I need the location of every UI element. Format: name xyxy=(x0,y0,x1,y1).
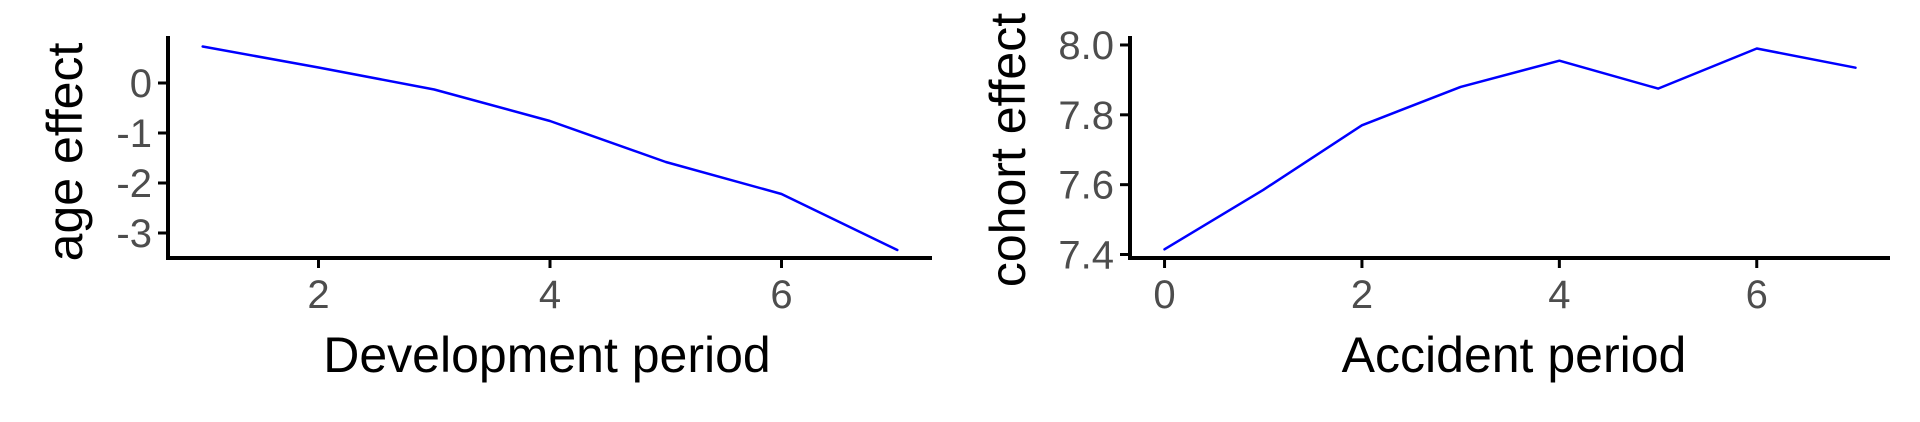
x-tick-label: 6 xyxy=(770,273,792,317)
y-tick-label: -3 xyxy=(116,212,152,256)
cohort-effect-panel: cohort effect Accident period 0 2 4 6 7.4 7.6… xyxy=(980,13,1890,383)
x-axis-title: Development period xyxy=(323,327,771,383)
age-effect-panel: age effect Development period 2 4 6 0 -1 -2 -3 xyxy=(37,36,932,383)
y-tick-label: 0 xyxy=(130,62,152,106)
x-axis-title: Accident period xyxy=(1342,327,1687,383)
y-tick-label: 8.0 xyxy=(1058,24,1114,68)
y-tick-label: -2 xyxy=(116,162,152,206)
x-tick-label: 0 xyxy=(1153,273,1175,317)
x-tick-label: 4 xyxy=(539,273,561,317)
y-tick-label: -1 xyxy=(116,112,152,156)
y-tick-label: 7.4 xyxy=(1058,234,1114,278)
x-tick-label: 6 xyxy=(1746,273,1768,317)
y-tick-label: 7.8 xyxy=(1058,94,1114,138)
series-line xyxy=(201,45,899,252)
x-tick-label: 4 xyxy=(1548,273,1570,317)
y-axis-title: age effect xyxy=(37,43,93,262)
y-axis-title: cohort effect xyxy=(980,13,1036,287)
x-tick-label: 2 xyxy=(307,273,329,317)
y-tick-label: 7.6 xyxy=(1058,164,1114,208)
x-tick-label: 2 xyxy=(1351,273,1373,317)
series-line xyxy=(1163,47,1857,251)
